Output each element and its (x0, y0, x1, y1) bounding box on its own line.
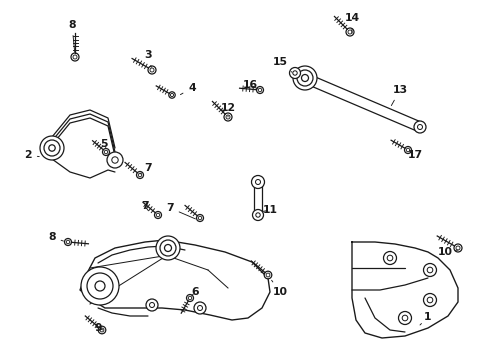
Circle shape (164, 244, 171, 252)
Circle shape (417, 125, 422, 130)
Text: 15: 15 (272, 57, 291, 72)
Circle shape (44, 140, 60, 156)
Text: 7: 7 (140, 163, 151, 174)
Circle shape (292, 71, 297, 75)
Circle shape (383, 252, 396, 265)
Circle shape (194, 302, 205, 314)
Circle shape (265, 273, 269, 277)
Text: 6: 6 (191, 287, 199, 297)
Circle shape (258, 88, 261, 92)
Circle shape (40, 136, 64, 160)
Circle shape (71, 53, 79, 61)
Text: 2: 2 (24, 150, 39, 160)
Circle shape (138, 173, 142, 177)
Circle shape (66, 240, 70, 244)
Text: 5: 5 (100, 139, 107, 149)
Polygon shape (80, 240, 269, 320)
Circle shape (102, 149, 109, 156)
Circle shape (168, 92, 175, 98)
Circle shape (188, 296, 191, 300)
Circle shape (107, 152, 123, 168)
Circle shape (406, 148, 409, 152)
Text: 4: 4 (180, 83, 195, 95)
Circle shape (148, 66, 156, 74)
Circle shape (251, 175, 264, 189)
Circle shape (160, 240, 176, 256)
Circle shape (95, 281, 105, 291)
Circle shape (256, 86, 263, 94)
Polygon shape (351, 242, 457, 338)
Circle shape (146, 299, 158, 311)
Circle shape (87, 273, 113, 299)
Circle shape (49, 145, 55, 151)
Circle shape (455, 246, 459, 250)
Circle shape (427, 267, 432, 273)
Circle shape (186, 294, 193, 302)
Text: 3: 3 (144, 50, 151, 67)
Circle shape (156, 236, 180, 260)
Circle shape (224, 113, 231, 121)
Circle shape (401, 315, 407, 321)
Circle shape (423, 293, 436, 306)
Text: 11: 11 (262, 205, 277, 215)
Circle shape (156, 213, 160, 217)
Circle shape (296, 70, 312, 86)
Circle shape (427, 297, 432, 303)
Circle shape (289, 68, 300, 78)
Text: 7: 7 (141, 201, 148, 211)
Circle shape (404, 147, 411, 153)
Circle shape (104, 150, 107, 154)
Circle shape (98, 326, 105, 334)
Text: 1: 1 (419, 312, 431, 325)
Circle shape (255, 213, 260, 217)
Text: 12: 12 (220, 103, 235, 117)
Text: 7: 7 (166, 203, 195, 219)
Circle shape (170, 93, 173, 96)
Circle shape (264, 271, 271, 279)
Circle shape (112, 157, 118, 163)
Circle shape (292, 66, 316, 90)
Text: 17: 17 (407, 150, 422, 160)
Circle shape (149, 302, 154, 307)
Circle shape (346, 28, 353, 36)
Circle shape (252, 210, 263, 220)
Text: 9: 9 (94, 323, 103, 333)
Circle shape (453, 244, 461, 252)
Circle shape (73, 55, 77, 59)
Circle shape (197, 306, 202, 310)
Circle shape (136, 171, 143, 179)
Circle shape (255, 180, 260, 185)
Text: 8: 8 (68, 20, 76, 52)
Circle shape (301, 75, 308, 81)
Circle shape (347, 30, 351, 34)
Circle shape (413, 121, 425, 133)
Circle shape (100, 328, 103, 332)
Text: 8: 8 (48, 232, 63, 242)
Text: 10: 10 (271, 280, 287, 297)
Circle shape (225, 115, 229, 119)
Circle shape (196, 215, 203, 221)
Text: 14: 14 (344, 13, 359, 33)
Circle shape (398, 311, 411, 324)
Circle shape (81, 267, 119, 305)
Circle shape (198, 216, 202, 220)
Circle shape (64, 239, 71, 246)
Circle shape (150, 68, 154, 72)
Text: 16: 16 (242, 80, 257, 90)
Text: 13: 13 (390, 85, 407, 105)
Text: 10: 10 (437, 247, 457, 257)
Circle shape (154, 212, 161, 219)
Circle shape (423, 264, 436, 276)
Circle shape (386, 255, 392, 261)
